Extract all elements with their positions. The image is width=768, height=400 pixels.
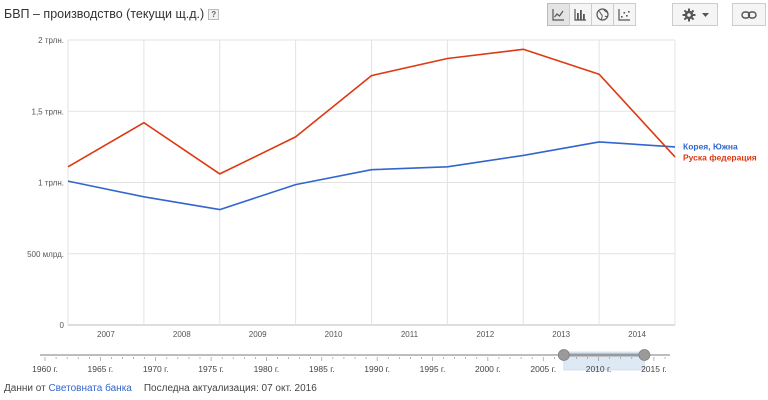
timeline-label: 1970 г.	[143, 364, 169, 374]
map-button[interactable]	[591, 3, 614, 26]
y-tick-label: 2 трлн.	[38, 36, 64, 45]
plot-area: 0 500 млрд. 1 трлн. 1,5 трлн. 2 трлн. 2007 200…	[27, 36, 757, 339]
line-chart-button[interactable]	[547, 3, 570, 26]
globe-icon	[596, 8, 609, 21]
x-tick-label: 2007	[97, 330, 115, 339]
timeline-label: 1965 г.	[88, 364, 114, 374]
last-update-text: Последна актуализация: 07 окт. 2016	[143, 383, 317, 394]
y-tick-label: 1 трлн.	[38, 179, 64, 188]
timeline-label: 1980 г.	[254, 364, 280, 374]
share-link-button[interactable]	[732, 3, 766, 26]
y-tick-label: 0	[60, 321, 65, 330]
y-tick-label: 500 млрд.	[27, 250, 64, 259]
x-tick-label: 2013	[552, 330, 570, 339]
x-tick-label: 2012	[476, 330, 494, 339]
timeline-label: 2015 г.	[641, 364, 667, 374]
line-chart: 0 500 млрд. 1 трлн. 1,5 трлн. 2 трлн. 2007 200…	[27, 36, 757, 375]
help-icon[interactable]: ?	[208, 9, 220, 20]
y-tick-label: 1,5 трлн.	[32, 107, 65, 116]
chart-header: БВП – производство (текущи щ.д.)?	[0, 0, 768, 30]
scatter-chart-button[interactable]	[613, 3, 636, 26]
series-line[interactable]	[67, 141, 676, 211]
settings-menu-button[interactable]	[672, 3, 718, 26]
legend-label: Руска федерация	[683, 152, 757, 162]
x-tick-label: 2010	[325, 330, 343, 339]
line-chart-icon	[552, 8, 564, 21]
timeline-label: 2000 г.	[475, 364, 501, 374]
timeline-label: 2005 г.	[530, 364, 556, 374]
source-prefix: Данни от	[4, 383, 46, 394]
x-tick-label: 2011	[401, 330, 419, 339]
timeline-label: 2010 г.	[586, 364, 612, 374]
timeline-slider[interactable]: 1960 г. 1965 г. 1970 г. 1975 г. 1980 г. 1985 …	[32, 349, 670, 375]
x-tick-label: 2009	[249, 330, 267, 339]
timeline-label: 1960 г.	[32, 364, 58, 374]
bar-chart-icon	[574, 8, 586, 21]
timeline-label: 1990 г.	[364, 364, 390, 374]
source-link[interactable]: Световната банка	[48, 383, 132, 394]
timeline-label: 1975 г.	[198, 364, 224, 374]
chart-title: БВП – производство (текущи щ.д.)?	[4, 7, 220, 21]
chart-title-text: БВП – производство (текущи щ.д.)	[4, 7, 205, 21]
x-tick-label: 2008	[173, 330, 191, 339]
gear-icon	[682, 8, 695, 21]
chart-type-toolbar	[547, 3, 636, 27]
series-line[interactable]	[67, 48, 676, 175]
bar-chart-button[interactable]	[569, 3, 592, 26]
legend-label: Корея, Южна	[683, 141, 738, 151]
timeline-label: 1995 г.	[420, 364, 446, 374]
timeline-handle-start[interactable]	[557, 349, 570, 361]
x-tick-label: 2014	[628, 330, 646, 339]
caret-down-icon	[701, 12, 709, 17]
chart-footer: Данни от Световната банка Последна актуал…	[4, 383, 317, 394]
timeline-handle-end[interactable]	[638, 349, 651, 361]
timeline-label: 1985 г.	[309, 364, 335, 374]
scatter-chart-icon	[618, 8, 630, 21]
link-icon	[741, 10, 757, 19]
